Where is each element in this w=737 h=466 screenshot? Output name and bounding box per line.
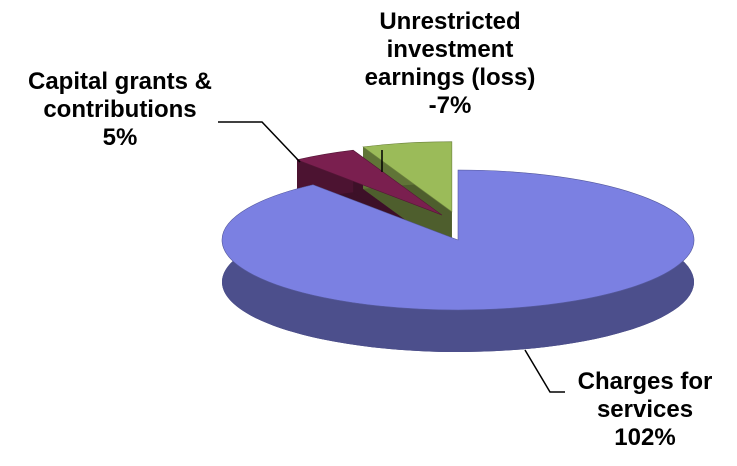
leader-line [524, 349, 565, 393]
slice-label: Unrestricted investment earnings (loss) [364, 8, 536, 91]
slice-label: Charges for services [577, 368, 713, 423]
leader-line [218, 121, 301, 163]
slice [221, 169, 695, 311]
slice-value-label: 102% [614, 424, 676, 451]
slice-value-label: 5% [102, 124, 138, 151]
slice-label: Capital grants & contributions [27, 68, 213, 123]
slice-value-label: -7% [428, 92, 472, 119]
slice [362, 141, 453, 213]
